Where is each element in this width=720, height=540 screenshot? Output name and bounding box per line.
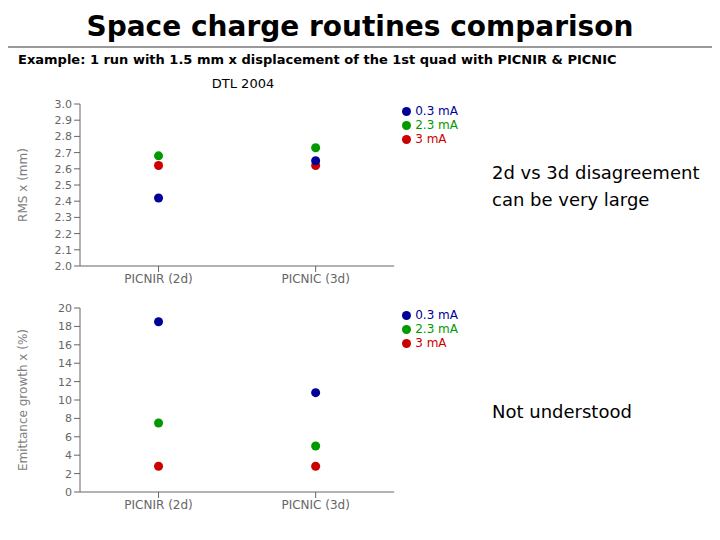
svg-text:0: 0 xyxy=(65,486,72,499)
svg-text:2.5: 2.5 xyxy=(55,179,73,192)
svg-text:2.4: 2.4 xyxy=(55,195,73,208)
html-text:Example: 1 run with 1.5 mm x d: Example: 1 run with 1.5 mm x displacemen… xyxy=(18,52,617,67)
svg-text:2.2: 2.2 xyxy=(55,228,73,241)
svg-text:2.0: 2.0 xyxy=(55,260,73,273)
svg-text:PICNIC (3d): PICNIC (3d) xyxy=(281,272,349,286)
svg-text:2: 2 xyxy=(65,468,72,481)
html-text:Not understood: Not understood xyxy=(492,400,632,422)
html-text:2.3 mA: 2.3 mA xyxy=(415,322,458,336)
svg-text:PICNIR (2d): PICNIR (2d) xyxy=(124,272,192,286)
svg-text:14: 14 xyxy=(58,357,72,370)
svg-text:RMS x (mm): RMS x (mm) xyxy=(16,148,30,222)
svg-text:16: 16 xyxy=(58,339,72,352)
html-text:DTL 2004: DTL 2004 xyxy=(211,76,275,91)
svg-text:6: 6 xyxy=(65,431,72,444)
svg-text:20: 20 xyxy=(58,302,72,315)
svg-text:3.0: 3.0 xyxy=(55,98,73,111)
svg-text:12: 12 xyxy=(58,376,72,389)
svg-text:2.8: 2.8 xyxy=(55,130,73,143)
svg-text:2.1: 2.1 xyxy=(55,244,73,257)
svg-text:Emittance growth x (%): Emittance growth x (%) xyxy=(16,329,30,471)
html-text:3 mA: 3 mA xyxy=(415,336,447,350)
svg-text:8: 8 xyxy=(65,412,72,425)
svg-text:4: 4 xyxy=(65,449,72,462)
svg-text:18: 18 xyxy=(58,320,72,333)
html-text:Space charge routines comparis: Space charge routines comparison xyxy=(86,10,634,43)
svg-text:PICNIR (2d): PICNIR (2d) xyxy=(124,498,192,512)
svg-text:2.7: 2.7 xyxy=(55,147,73,160)
html-text:0.3 mA: 0.3 mA xyxy=(415,104,458,118)
svg-text:10: 10 xyxy=(58,394,72,407)
html-text:0.3 mA: 0.3 mA xyxy=(415,308,458,322)
svg-text:2.9: 2.9 xyxy=(55,114,73,127)
html-text:2.3 mA: 2.3 mA xyxy=(415,118,458,132)
html-text:3 mA: 3 mA xyxy=(415,132,447,146)
svg-text:PICNIC (3d): PICNIC (3d) xyxy=(281,498,349,512)
html-text:2d vs 3d disagreement can be v: 2d vs 3d disagreement can be very large xyxy=(492,162,700,210)
svg-text:2.6: 2.6 xyxy=(55,163,73,176)
svg-text:2.3: 2.3 xyxy=(55,211,73,224)
